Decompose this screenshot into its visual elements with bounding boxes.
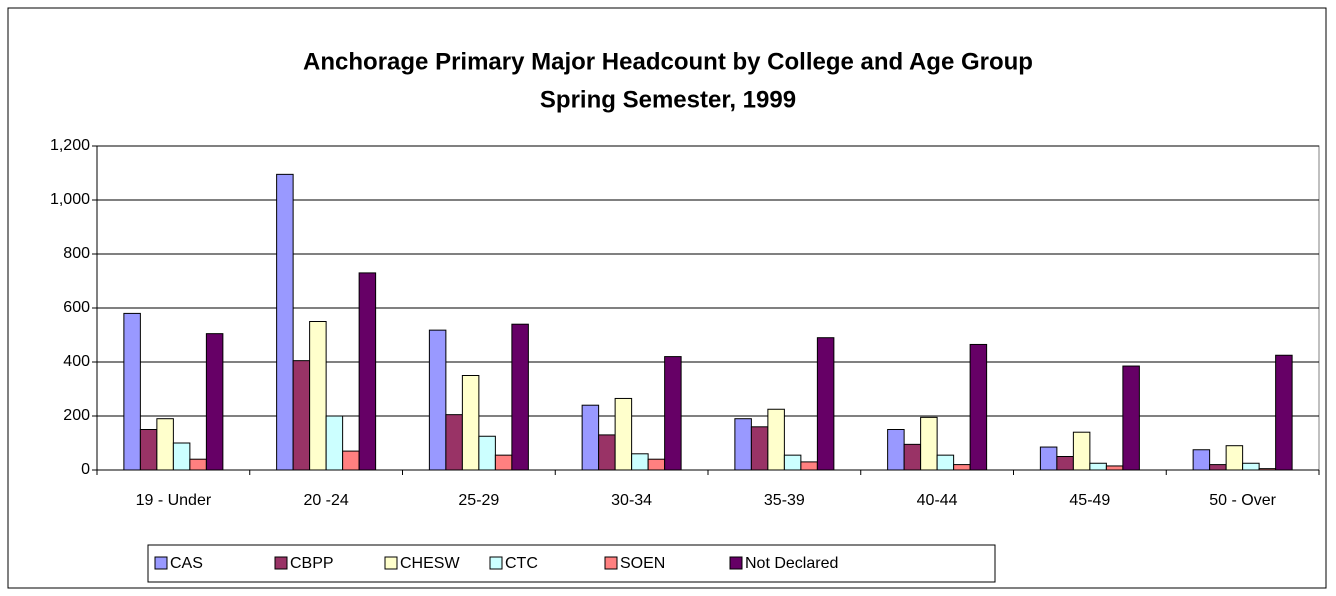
- x-tick-label: 20 -24: [303, 492, 348, 509]
- bar: [750, 426, 769, 471]
- bar: [598, 434, 616, 471]
- bar: [139, 429, 158, 471]
- bar: [189, 458, 207, 471]
- y-tick-label: 1,000: [50, 191, 90, 208]
- legend-swatch: [154, 556, 168, 570]
- y-tick-label: 800: [63, 245, 90, 262]
- bar: [953, 464, 971, 471]
- x-tick-label: 19 - Under: [136, 492, 212, 509]
- bar: [647, 458, 666, 471]
- y-tick-label: 0: [81, 461, 90, 478]
- legend-label: CHESW: [400, 555, 460, 572]
- bar: [494, 454, 513, 471]
- bar: [445, 414, 463, 471]
- bar: [325, 415, 344, 471]
- bar: [614, 397, 633, 471]
- legend-label: CBPP: [290, 555, 334, 572]
- bar: [342, 450, 360, 471]
- legend-swatch: [274, 556, 288, 570]
- bar: [1275, 354, 1293, 471]
- legend-swatch: [604, 556, 618, 570]
- x-tick-label: 40-44: [917, 492, 958, 509]
- chart-subtitle: Spring Semester, 1999: [540, 86, 796, 113]
- bar: [1089, 462, 1107, 471]
- bar: [511, 323, 529, 471]
- bar: [887, 429, 905, 471]
- bar: [1072, 431, 1091, 471]
- bar: [800, 461, 818, 471]
- bar: [1105, 465, 1124, 471]
- bar: [205, 333, 224, 471]
- bar: [767, 408, 785, 471]
- x-tick-label: 30-34: [611, 492, 652, 509]
- x-tick-label: 35-39: [764, 492, 805, 509]
- bar: [631, 453, 649, 471]
- bar: [123, 312, 141, 471]
- bar: [903, 443, 922, 471]
- bar: [936, 454, 955, 471]
- bar: [478, 435, 496, 471]
- bar: [358, 272, 377, 471]
- x-tick-label: 45-49: [1069, 492, 1110, 509]
- bar: [1039, 446, 1058, 471]
- bar: [581, 404, 600, 471]
- y-tick-label: 200: [63, 407, 90, 424]
- bar: [172, 442, 191, 471]
- bar: [428, 329, 447, 471]
- bar: [969, 343, 988, 471]
- bar: [1192, 449, 1211, 471]
- legend-swatch: [729, 556, 743, 570]
- legend-label: SOEN: [620, 555, 665, 572]
- bar: [1225, 445, 1244, 471]
- bar: [1209, 464, 1227, 471]
- y-tick-label: 400: [63, 353, 90, 370]
- legend: [147, 544, 996, 583]
- x-tick-label: 25-29: [458, 492, 499, 509]
- bar: [920, 416, 938, 471]
- legend-swatch: [384, 556, 398, 570]
- bar: [783, 454, 802, 471]
- bar: [309, 321, 327, 471]
- bar: [664, 356, 682, 471]
- x-tick-label: 50 - Over: [1209, 492, 1276, 509]
- bar: [156, 418, 174, 471]
- chart-title: Anchorage Primary Major Headcount by Col…: [303, 48, 1033, 75]
- legend-label: CTC: [505, 555, 538, 572]
- bar: [461, 375, 480, 471]
- bar: [1242, 462, 1260, 471]
- bar: [276, 173, 294, 471]
- y-tick-label: 600: [63, 299, 90, 316]
- bar: [1122, 365, 1140, 471]
- legend-label: Not Declared: [745, 555, 838, 572]
- bar: [292, 360, 311, 471]
- legend-swatch: [489, 556, 503, 570]
- y-tick-label: 1,200: [50, 137, 90, 154]
- bar: [816, 337, 835, 471]
- legend-label: CAS: [170, 555, 203, 572]
- bar: [734, 418, 752, 471]
- bar: [1258, 468, 1277, 471]
- bar: [1056, 456, 1074, 471]
